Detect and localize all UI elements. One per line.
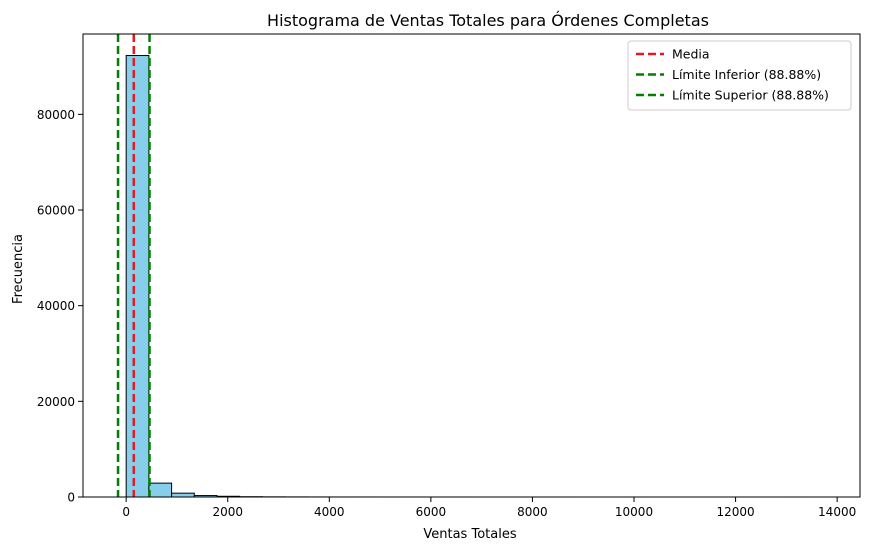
x-tick-label: 0 bbox=[122, 505, 130, 519]
x-tick-label: 6000 bbox=[416, 505, 447, 519]
legend-label: Límite Inferior (88.88%) bbox=[672, 67, 821, 82]
legend-label: Media bbox=[672, 47, 710, 62]
x-tick-label: 2000 bbox=[212, 505, 243, 519]
legend-label: Límite Superior (88.88%) bbox=[672, 88, 829, 103]
histogram-bar bbox=[172, 493, 195, 497]
y-tick-label: 80000 bbox=[37, 108, 75, 122]
y-tick-label: 60000 bbox=[37, 204, 75, 218]
y-tick-label: 20000 bbox=[37, 395, 75, 409]
histogram-bar bbox=[126, 56, 149, 497]
histogram-bar bbox=[149, 483, 172, 497]
legend: Media Límite Inferior (88.88%) Límite Supe… bbox=[628, 41, 851, 110]
x-tick-label: 4000 bbox=[314, 505, 345, 519]
y-axis-label: Frecuencia bbox=[11, 234, 26, 304]
x-axis-label: Ventas Totales bbox=[423, 527, 516, 542]
x-tick-label: 10000 bbox=[615, 505, 653, 519]
chart-title: Histograma de Ventas Totales para Órdene… bbox=[267, 11, 709, 30]
x-tick-label: 8000 bbox=[517, 505, 548, 519]
x-tick-label: 12000 bbox=[716, 505, 754, 519]
y-tick-label: 40000 bbox=[37, 299, 75, 313]
x-tick-label: 14000 bbox=[818, 505, 856, 519]
y-tick-label: 0 bbox=[67, 491, 75, 505]
